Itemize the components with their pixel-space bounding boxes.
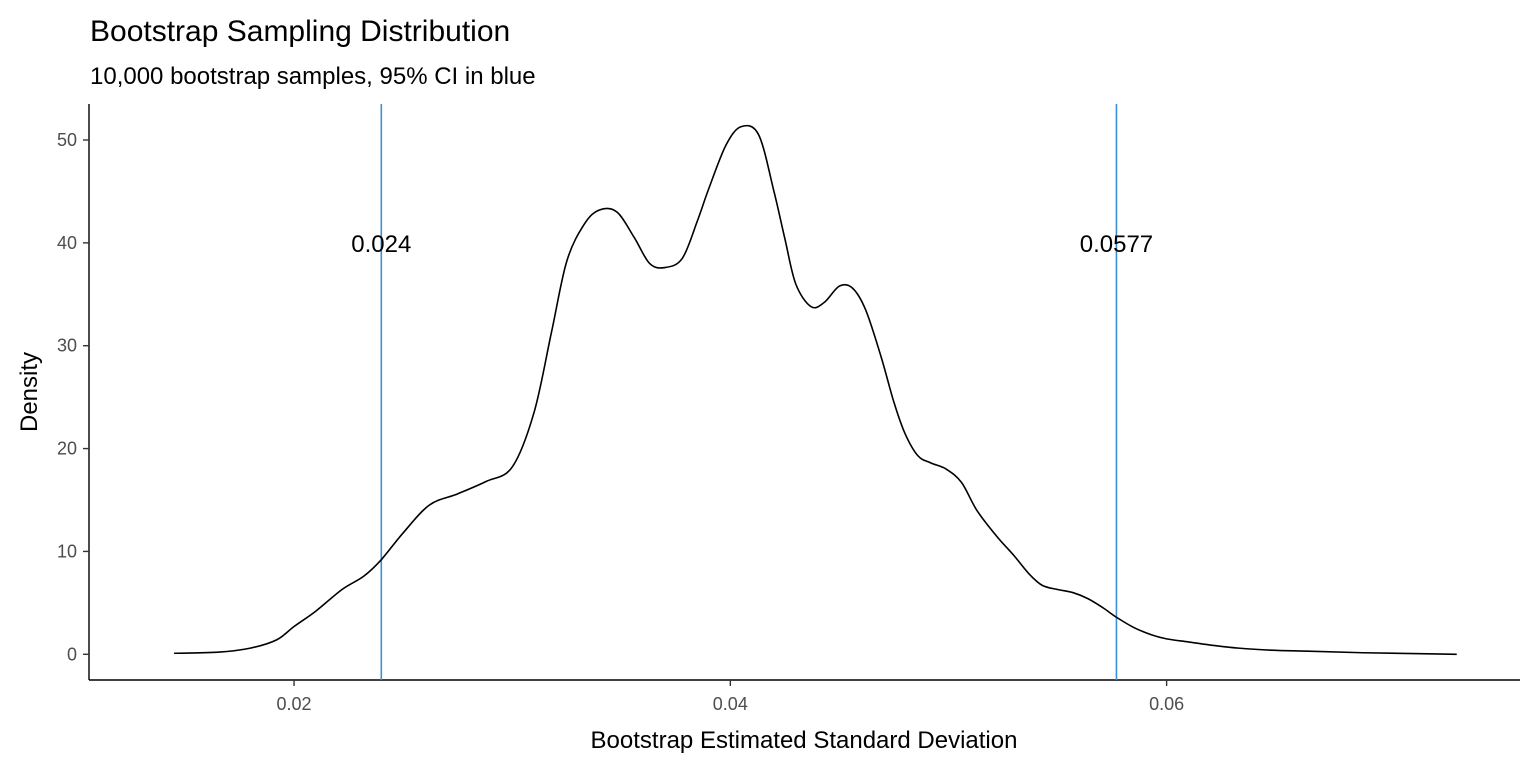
confidence-interval: 0.024 0.0577 [351, 104, 1153, 680]
y-axis-title: Density [16, 352, 43, 432]
chart-title: Bootstrap Sampling Distribution [90, 15, 510, 48]
chart-subtitle: 10,000 bootstrap samples, 95% CI in blue [90, 63, 536, 90]
x-tick-label: 0.06 [1149, 694, 1184, 714]
y-tick-label: 20 [57, 439, 77, 459]
x-axis-title: Bootstrap Estimated Standard Deviation [591, 727, 1018, 754]
density-series [174, 124, 1457, 656]
y-tick-label: 30 [57, 336, 77, 356]
y-tick-label: 40 [57, 233, 77, 253]
x-tick-label: 0.04 [713, 694, 748, 714]
axes: 0 10 20 30 40 50 0.02 0.04 0.06 [57, 104, 1520, 714]
y-tick-label: 50 [57, 130, 77, 150]
x-tick-label: 0.02 [277, 694, 312, 714]
ci-lower-label: 0.024 [351, 231, 411, 258]
y-tick-label: 10 [57, 541, 77, 561]
y-tick-label: 0 [67, 644, 77, 664]
ci-upper-label: 0.0577 [1080, 231, 1153, 258]
density-curve-line [174, 124, 1457, 656]
